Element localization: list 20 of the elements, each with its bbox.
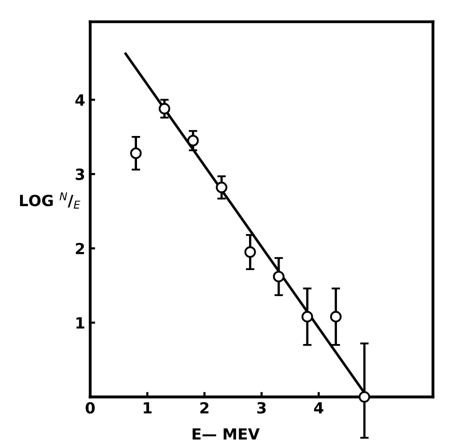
y-axis-title: LOG $^{N}$/$_{E}$ <box>20 192 80 209</box>
x-tick-label: 2 <box>200 402 208 414</box>
y-tick-label: 4 <box>75 94 85 106</box>
point <box>330 310 342 322</box>
x-tick-label: 0 <box>86 402 95 414</box>
x-axis-title: E— MEV <box>192 428 260 440</box>
point <box>244 246 256 258</box>
y-tick-label: 3 <box>76 168 84 180</box>
point <box>130 147 142 160</box>
point <box>187 134 199 146</box>
point <box>158 102 170 114</box>
x-tick-label: 4 <box>314 402 324 414</box>
point <box>358 391 370 403</box>
y-tick-label: 2 <box>76 242 84 254</box>
point <box>302 310 314 322</box>
x-tick-label: 3 <box>257 402 266 414</box>
y-tick-label: 1 <box>76 317 84 328</box>
point <box>272 270 284 282</box>
x-tick-label: 1 <box>144 402 152 414</box>
point <box>216 182 228 194</box>
